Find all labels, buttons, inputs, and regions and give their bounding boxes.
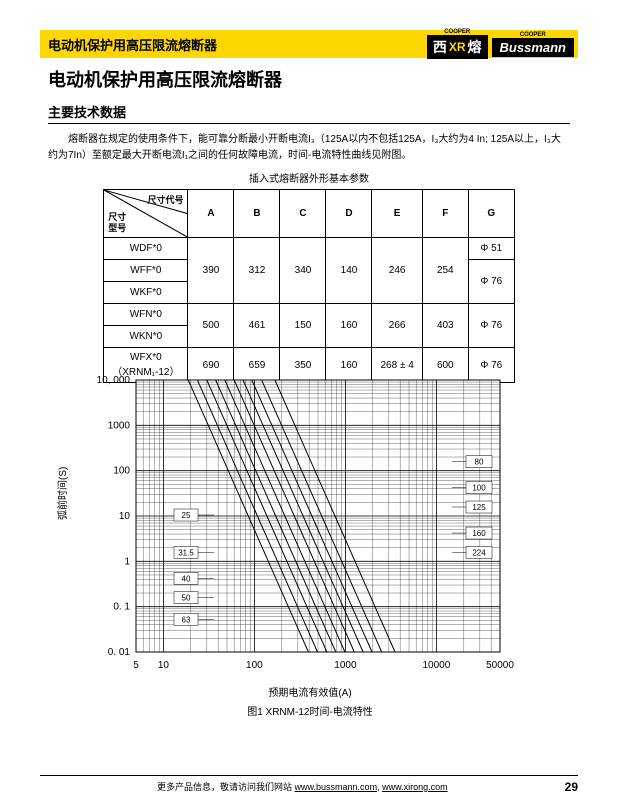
svg-text:100: 100 [246,660,263,671]
col-B: B [234,190,280,238]
logo-rong-char: 熔 [468,37,482,57]
main-section: 主要技术数据 熔断器在规定的使用条件下，能可靠分断最小开断电流I₃（125A以内… [48,102,570,383]
cell-G2: Φ 76 [468,260,514,304]
footer-link-1[interactable]: www.bussmann.com [295,782,378,792]
body-paragraph: 熔断器在规定的使用条件下，能可靠分断最小开断电流I₃（125A以内不包括125A… [48,132,570,164]
col-E: E [372,190,422,238]
svg-text:10, 000: 10, 000 [97,375,131,386]
svg-text:100: 100 [472,484,486,493]
footer-prefix: 更多产品信息，敬请访问我们网站 [157,782,295,792]
col-C: C [280,190,326,238]
row-label-3: WFN*0 [104,304,188,326]
col-D: D [326,190,372,238]
svg-text:80: 80 [475,458,484,467]
svg-text:10: 10 [158,660,170,671]
cell-g1-B: 312 [234,238,280,304]
logo-xi-char: 西 [433,37,447,57]
cell-g1-F: 254 [422,238,468,304]
spec-table: 尺寸代号 尺寸 型号 A B C D E F G WDF*0 390 312 3… [103,189,515,383]
table-caption: 插入式熔断器外形基本参数 [48,170,570,185]
col-F: F [422,190,468,238]
svg-text:1000: 1000 [334,660,357,671]
cell-g2-F: 403 [422,304,468,348]
svg-text:5: 5 [133,660,139,671]
cell-g2-C: 150 [280,304,326,348]
svg-text:0. 01: 0. 01 [108,647,131,658]
row-label-5a: WFX*0 [130,352,162,363]
svg-text:224: 224 [472,548,486,557]
footer-text: 更多产品信息，敬请访问我们网站 www.bussmann.com, www.xi… [40,780,565,793]
cell-g1-E: 246 [372,238,422,304]
page-number: 29 [565,780,578,794]
svg-text:50000: 50000 [486,660,514,671]
svg-text:10: 10 [119,511,131,522]
cell-g2-E: 266 [372,304,422,348]
brand-logos: COOPER 西 XR 熔 COOPER Bussmann [427,30,578,58]
svg-text:125: 125 [472,503,486,512]
footer-link-2[interactable]: www.xirong.com [382,782,448,792]
svg-text:100: 100 [113,466,130,477]
chart-caption: 图1 XRNM-12时间-电流特性 [60,703,560,718]
svg-text:1: 1 [124,556,130,567]
cell-g1-A: 390 [188,238,234,304]
time-current-chart: 5 10 100 1000 10000 50000 10, 000 1000 100 10 1 0. … [80,370,540,680]
row-label-1: WFF*0 [104,260,188,282]
row-label-4: WKN*0 [104,326,188,348]
x-axis-label: 预期电流有效值(A) [60,684,560,699]
cell-g2-G: Φ 76 [468,304,514,348]
page-title: 电动机保护用高压限流熔断器 [48,66,282,92]
logo-buss-wrap: COOPER Bussmann [492,32,574,57]
cell-g2-A: 500 [188,304,234,348]
svg-text:10000: 10000 [422,660,450,671]
header-bar: 电动机保护用高压限流熔断器 COOPER 西 XR 熔 COOPER Bussm… [40,30,578,58]
svg-text:63: 63 [182,615,191,624]
cell-g1-C: 340 [280,238,326,304]
diag-label-bot: 型号 [108,221,126,234]
logo-bussmann: Bussmann [492,38,574,57]
col-G: G [468,190,514,238]
logo-xi: 西 XR 熔 [427,35,488,59]
row-label-2: WKF*0 [104,282,188,304]
cell-g1-D: 140 [326,238,372,304]
y-axis-label: 弧前时间(S) [54,467,69,520]
svg-text:40: 40 [182,574,191,583]
cell-g2-B: 461 [234,304,280,348]
svg-text:0. 1: 0. 1 [113,602,130,613]
svg-text:31.5: 31.5 [178,548,194,557]
svg-text:1000: 1000 [108,420,131,431]
cell-G1: Φ 51 [468,238,514,260]
logo-xr: XR [449,40,466,54]
svg-text:160: 160 [472,529,486,538]
row-label-0: WDF*0 [104,238,188,260]
svg-text:25: 25 [182,511,191,520]
header-title: 电动机保护用高压限流熔断器 [40,35,427,54]
svg-text:50: 50 [182,594,191,603]
cell-g2-D: 160 [326,304,372,348]
diag-label-top: 尺寸代号 [147,193,183,206]
chart-container: 弧前时间(S) 5101001000100005000010, 00010001… [60,370,560,718]
col-A: A [188,190,234,238]
section-heading: 主要技术数据 [48,102,570,124]
table-header-diagonal: 尺寸代号 尺寸 型号 [104,190,188,238]
logo-xi-wrap: COOPER 西 XR 熔 [427,29,488,59]
page-footer: 更多产品信息，敬请访问我们网站 www.bussmann.com, www.xi… [40,775,578,794]
